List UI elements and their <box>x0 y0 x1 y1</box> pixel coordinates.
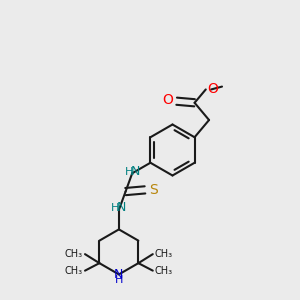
Text: N: N <box>117 201 127 214</box>
Text: N: N <box>114 268 124 281</box>
Text: O: O <box>207 82 218 95</box>
Text: CH₃: CH₃ <box>155 249 173 259</box>
Text: O: O <box>162 93 173 107</box>
Text: H: H <box>110 203 119 213</box>
Text: S: S <box>149 183 158 197</box>
Text: H: H <box>115 275 123 285</box>
Text: CH₃: CH₃ <box>65 249 83 259</box>
Text: H: H <box>124 167 133 177</box>
Text: CH₃: CH₃ <box>155 266 173 276</box>
Text: N: N <box>130 165 140 178</box>
Text: CH₃: CH₃ <box>65 266 83 276</box>
